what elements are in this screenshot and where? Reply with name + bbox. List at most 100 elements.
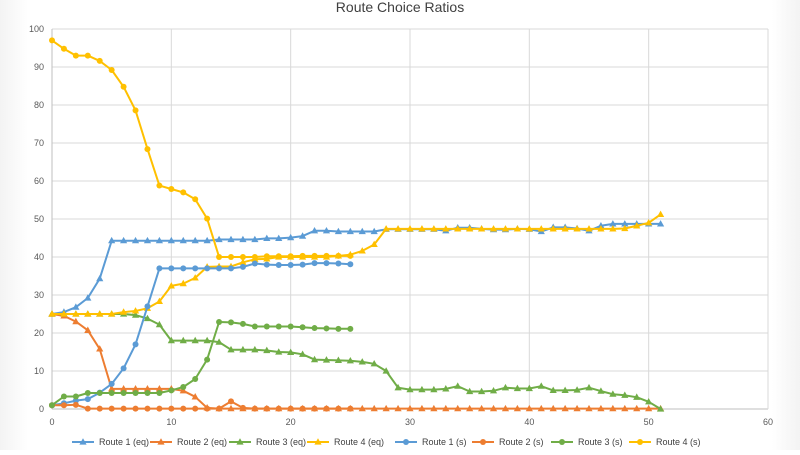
legend-marker bbox=[403, 439, 409, 445]
data-point bbox=[191, 236, 199, 244]
data-point bbox=[120, 83, 127, 90]
data-point bbox=[299, 405, 306, 412]
data-point bbox=[228, 398, 234, 405]
data-point bbox=[561, 404, 569, 412]
x-tick-label: 30 bbox=[405, 417, 415, 427]
data-point bbox=[645, 219, 653, 226]
data-point bbox=[430, 225, 438, 232]
data-point bbox=[167, 282, 175, 289]
legend-item-route-1-s: Route 1 (s) bbox=[395, 437, 467, 447]
data-point bbox=[131, 311, 140, 318]
data-point bbox=[430, 385, 438, 393]
data-point bbox=[394, 404, 402, 412]
data-point bbox=[442, 385, 450, 392]
data-point bbox=[120, 385, 128, 392]
data-point bbox=[287, 323, 294, 330]
data-point bbox=[120, 390, 127, 397]
data-point bbox=[657, 210, 665, 218]
data-point bbox=[251, 260, 258, 267]
series-route-1-s bbox=[49, 260, 354, 409]
data-point bbox=[347, 261, 354, 268]
legend-marker bbox=[637, 439, 643, 445]
data-point bbox=[346, 356, 354, 364]
data-point bbox=[323, 252, 330, 259]
data-point bbox=[180, 405, 187, 412]
data-point bbox=[72, 317, 80, 325]
data-point bbox=[192, 196, 199, 203]
chart-title: Route Choice Ratios bbox=[336, 0, 464, 15]
data-point bbox=[370, 227, 378, 235]
data-point bbox=[370, 240, 378, 248]
legend-label: Route 2 (s) bbox=[499, 437, 544, 447]
data-point bbox=[334, 227, 342, 235]
y-tick-label: 90 bbox=[34, 62, 44, 72]
data-point bbox=[597, 387, 605, 394]
data-point bbox=[179, 236, 187, 244]
data-point bbox=[633, 222, 641, 229]
data-point bbox=[537, 404, 545, 412]
data-point bbox=[120, 405, 127, 412]
data-point bbox=[143, 385, 152, 392]
data-point bbox=[167, 336, 175, 344]
data-point bbox=[585, 383, 593, 391]
data-point bbox=[299, 261, 306, 268]
series-route-4-eq bbox=[48, 210, 665, 317]
data-point bbox=[621, 220, 629, 227]
data-point bbox=[251, 254, 258, 260]
data-point bbox=[239, 235, 247, 243]
data-point bbox=[96, 405, 103, 412]
data-point bbox=[442, 225, 450, 232]
data-point bbox=[191, 336, 199, 344]
data-point bbox=[347, 405, 354, 412]
data-point bbox=[227, 235, 235, 243]
data-point bbox=[633, 404, 641, 412]
data-point bbox=[143, 236, 152, 244]
data-point bbox=[489, 225, 498, 232]
data-point bbox=[287, 405, 294, 412]
data-point bbox=[179, 279, 187, 287]
data-point bbox=[299, 350, 307, 357]
data-point bbox=[263, 253, 270, 260]
data-point bbox=[72, 310, 80, 317]
data-point bbox=[454, 382, 462, 389]
data-point bbox=[263, 405, 270, 412]
data-point bbox=[239, 254, 246, 260]
data-point bbox=[561, 386, 569, 393]
data-point bbox=[192, 375, 199, 382]
data-point bbox=[347, 325, 354, 332]
data-point bbox=[131, 307, 140, 314]
data-point bbox=[228, 265, 234, 272]
data-point bbox=[501, 225, 510, 232]
data-point bbox=[251, 345, 259, 353]
data-point bbox=[84, 390, 91, 397]
data-point bbox=[609, 225, 617, 232]
data-point bbox=[216, 318, 223, 325]
y-tick-label: 50 bbox=[34, 214, 44, 224]
data-point bbox=[609, 404, 617, 412]
data-point bbox=[60, 402, 67, 409]
legend-label: Route 4 (s) bbox=[656, 437, 701, 447]
y-tick-label: 100 bbox=[29, 24, 44, 34]
data-point bbox=[549, 404, 557, 412]
data-point bbox=[585, 404, 593, 412]
series-line-route-3-s bbox=[51, 321, 351, 407]
data-point bbox=[120, 236, 128, 244]
data-point bbox=[466, 404, 474, 412]
data-point bbox=[406, 385, 414, 393]
data-point bbox=[275, 323, 282, 330]
data-point bbox=[299, 232, 307, 239]
data-point bbox=[108, 385, 116, 392]
data-point bbox=[132, 341, 139, 348]
data-point bbox=[609, 220, 617, 227]
data-point bbox=[466, 387, 474, 395]
data-point bbox=[275, 253, 282, 260]
data-point bbox=[179, 386, 187, 394]
legend-label: Route 1 (s) bbox=[422, 437, 467, 447]
data-point bbox=[299, 324, 306, 331]
legend: Route 1 (eq) Route 2 (eq) Route 3 (eq) Rout… bbox=[72, 437, 701, 447]
data-point bbox=[108, 310, 116, 317]
data-point bbox=[216, 265, 223, 272]
data-point bbox=[501, 404, 510, 412]
data-point bbox=[168, 405, 175, 412]
legend-marker bbox=[157, 438, 165, 445]
